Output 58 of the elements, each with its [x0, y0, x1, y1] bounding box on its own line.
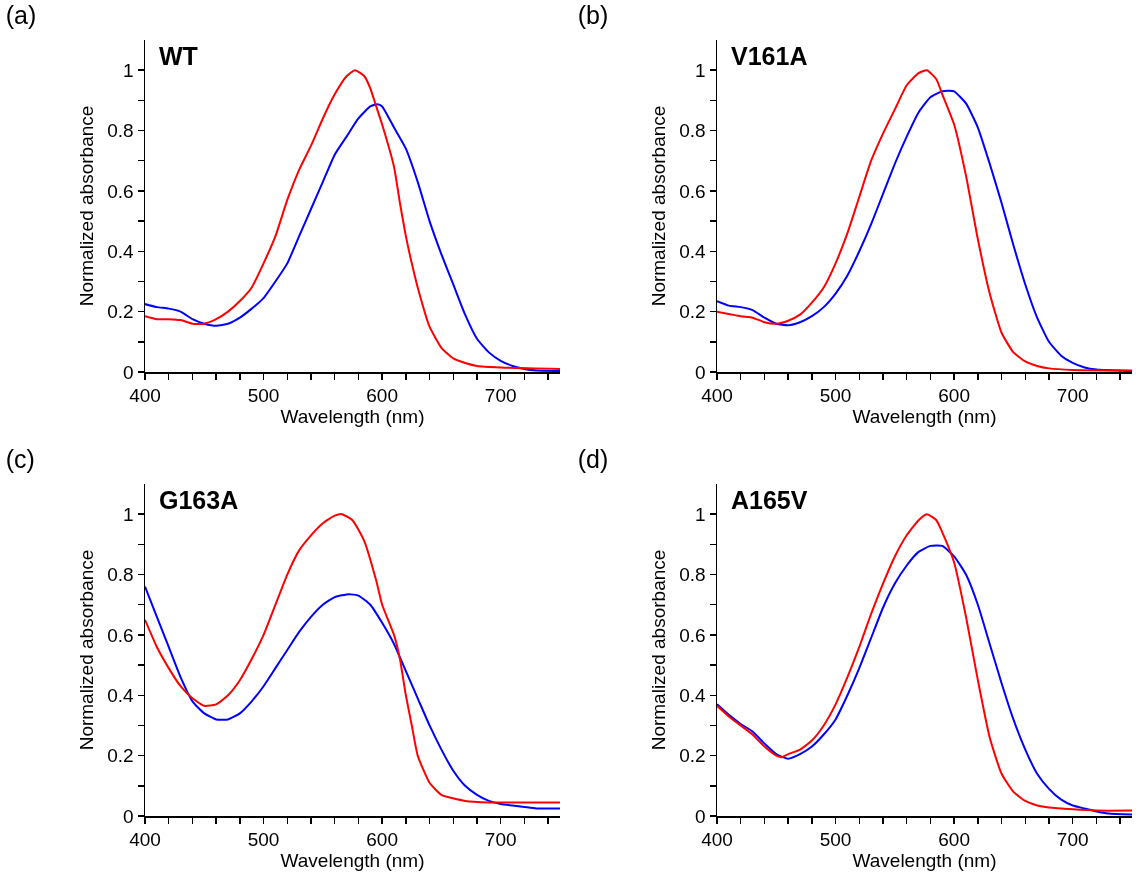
y-tick-label: 1 [695, 59, 706, 81]
y-tick-label: 0 [695, 361, 706, 383]
x-tick-label: 500 [819, 829, 852, 851]
y-tick-label: 0.4 [679, 684, 707, 706]
x-tick-label: 700 [1056, 829, 1089, 851]
y-tick-label: 1 [123, 59, 134, 81]
x-tick-label: 400 [701, 829, 733, 851]
x-tick-label: 600 [366, 829, 398, 851]
x-axis-title: Wavelength (nm) [852, 850, 997, 872]
annotation: G163A [159, 486, 239, 514]
y-tick-label: 0.4 [679, 240, 707, 262]
y-axis-title: Normalized absorbance [648, 549, 670, 751]
y-tick-label: 0.6 [679, 180, 706, 202]
x-tick-label: 600 [366, 385, 398, 407]
y-tick-label: 0.8 [679, 120, 706, 142]
chart-title: (b) [577, 1, 609, 30]
x-tick-label: 400 [129, 385, 161, 407]
line-series [145, 585, 560, 810]
x-tick-label: 700 [1056, 385, 1089, 407]
chart-title: (a) [5, 1, 37, 30]
y-axis-title: Normalized absorbance [648, 105, 670, 307]
x-axis-title: Wavelength (nm) [852, 406, 997, 428]
line-series [145, 513, 560, 804]
annotation: WT [159, 42, 198, 70]
y-tick-label: 0 [695, 805, 706, 827]
x-axis-title: Wavelength (nm) [280, 406, 425, 428]
x-axis-title: Wavelength (nm) [280, 850, 425, 872]
y-tick-label: 0.2 [107, 301, 134, 323]
x-tick-label: 500 [819, 385, 852, 407]
annotation: V161A [731, 42, 808, 70]
chart-title: (c) [5, 445, 35, 474]
x-tick-label: 400 [701, 385, 733, 407]
y-tick-label: 1 [123, 503, 134, 525]
x-tick-label: 500 [247, 385, 280, 407]
y-tick-label: 0 [123, 805, 134, 827]
y-tick-label: 0.6 [107, 180, 134, 202]
y-tick-label: 0.2 [107, 745, 134, 767]
y-tick-label: 0.8 [107, 564, 134, 586]
y-tick-label: 1 [695, 503, 706, 525]
x-tick-label: 600 [938, 829, 970, 851]
x-tick-label: 700 [484, 385, 517, 407]
x-tick-label: 600 [938, 385, 970, 407]
x-tick-label: 700 [484, 829, 517, 851]
y-axis-title: Normalized absorbance [76, 549, 98, 751]
y-tick-label: 0.8 [107, 120, 134, 142]
y-tick-label: 0.6 [107, 624, 134, 646]
annotation: A165V [731, 486, 808, 514]
y-tick-label: 0.2 [679, 301, 706, 323]
y-tick-label: 0.4 [107, 684, 135, 706]
chart-title: (d) [577, 445, 609, 474]
y-tick-label: 0.8 [679, 564, 706, 586]
y-tick-label: 0.4 [107, 240, 135, 262]
y-tick-label: 0.2 [679, 745, 706, 767]
y-tick-label: 0.6 [679, 624, 706, 646]
y-tick-label: 0 [123, 361, 134, 383]
x-tick-label: 400 [129, 829, 161, 851]
y-axis-title: Normalized absorbance [76, 105, 98, 307]
x-tick-label: 500 [247, 829, 280, 851]
